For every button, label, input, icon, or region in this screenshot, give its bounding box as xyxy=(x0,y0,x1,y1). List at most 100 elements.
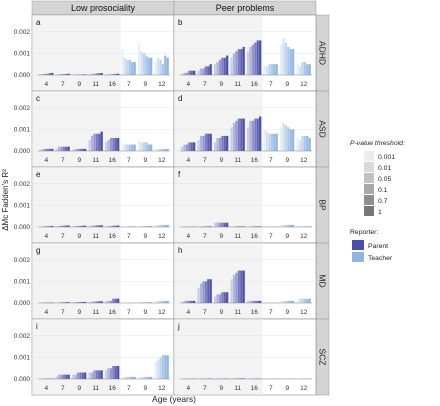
bar xyxy=(123,144,127,151)
bar xyxy=(128,144,131,151)
bar xyxy=(79,148,82,151)
bar xyxy=(84,372,87,379)
bar xyxy=(202,281,205,303)
bar xyxy=(72,374,75,379)
bar xyxy=(131,376,134,379)
bar xyxy=(275,133,278,151)
bar xyxy=(284,224,288,227)
x-tick-label: 4 xyxy=(44,233,48,240)
bar xyxy=(128,376,131,379)
panel-i: 4 7 9 11 16 7 9 12 i xyxy=(31,318,175,396)
bar xyxy=(223,57,226,75)
x-tick-label: 4 xyxy=(44,157,48,164)
panel-letter: j xyxy=(177,322,180,331)
bar xyxy=(117,298,120,303)
bar xyxy=(150,57,153,75)
x-tick-label: 16 xyxy=(251,157,259,164)
bar xyxy=(197,140,200,151)
bar xyxy=(303,298,306,303)
x-tick-label: 7 xyxy=(61,233,65,240)
bar xyxy=(282,122,285,151)
bar xyxy=(76,225,80,227)
panel-h: 4 7 9 11 16 7 9 12 h xyxy=(173,242,317,320)
bar xyxy=(90,73,94,75)
bar xyxy=(306,135,309,151)
bar xyxy=(218,138,222,151)
bar xyxy=(150,376,153,379)
bar xyxy=(226,222,229,227)
bar xyxy=(156,359,160,379)
bar xyxy=(43,73,47,75)
strip-row-scz: SCZ xyxy=(318,349,328,366)
bar xyxy=(268,64,271,75)
bar xyxy=(214,296,217,303)
bar xyxy=(121,376,124,379)
bar xyxy=(117,366,120,379)
x-tick-label: 16 xyxy=(109,309,117,316)
x-tick-label: 7 xyxy=(269,233,273,240)
y-tick-label: 0.001 xyxy=(14,50,31,57)
bar xyxy=(181,146,184,151)
bar xyxy=(240,226,243,227)
bar xyxy=(280,300,283,303)
panel-j: 4 7 9 11 16 7 9 12 j xyxy=(173,318,317,396)
y-tick-label: 0.001 xyxy=(14,126,31,133)
bar xyxy=(105,300,108,303)
bar xyxy=(107,226,110,227)
bar xyxy=(145,55,148,75)
bar xyxy=(60,374,63,379)
x-tick-label: 12 xyxy=(158,233,166,240)
bar xyxy=(275,64,278,75)
bar xyxy=(230,378,233,379)
legend-pvalue-title: P-value threshold: xyxy=(350,140,405,147)
bar xyxy=(223,292,226,303)
bar xyxy=(199,135,203,151)
bar xyxy=(306,226,309,227)
bar xyxy=(263,66,266,75)
x-tick-label: 7 xyxy=(127,385,131,392)
bar xyxy=(147,376,150,379)
bar xyxy=(197,287,200,303)
x-tick-label: 16 xyxy=(109,81,117,88)
bar xyxy=(109,368,113,379)
y-tick-label: 0.001 xyxy=(14,202,31,209)
bar xyxy=(84,74,87,75)
bar xyxy=(88,372,91,379)
bar xyxy=(237,118,240,151)
bar xyxy=(98,301,101,303)
bar xyxy=(105,226,108,227)
bar xyxy=(254,300,257,303)
bar xyxy=(140,51,143,75)
bar xyxy=(123,376,127,379)
bar xyxy=(287,46,290,75)
bar xyxy=(43,148,47,151)
bar xyxy=(230,279,233,303)
bar xyxy=(273,133,276,151)
x-tick-label: 7 xyxy=(127,233,131,240)
bar xyxy=(72,302,75,303)
bar xyxy=(147,144,150,151)
y-tick-label: 0.000 xyxy=(14,224,31,231)
bar xyxy=(292,224,295,227)
bar xyxy=(55,148,58,151)
bar xyxy=(76,302,80,303)
bar xyxy=(166,148,169,151)
bar xyxy=(81,148,84,151)
bar xyxy=(193,70,196,75)
bar xyxy=(121,146,124,151)
x-tick-label: 9 xyxy=(219,385,223,392)
bar xyxy=(105,142,108,151)
x-tick-label: 9 xyxy=(77,157,81,164)
bar xyxy=(280,127,283,151)
bar xyxy=(117,138,120,151)
strip-col-peer-problems: Peer problems xyxy=(216,3,275,13)
x-tick-label: 4 xyxy=(44,385,48,392)
bar xyxy=(308,138,311,151)
bar xyxy=(161,224,164,227)
legend-label-pvalue: 0.05 xyxy=(378,176,391,183)
x-tick-label: 16 xyxy=(109,385,117,392)
bar xyxy=(209,279,212,303)
bar xyxy=(51,225,54,227)
bar xyxy=(145,376,148,379)
bar xyxy=(214,222,217,227)
